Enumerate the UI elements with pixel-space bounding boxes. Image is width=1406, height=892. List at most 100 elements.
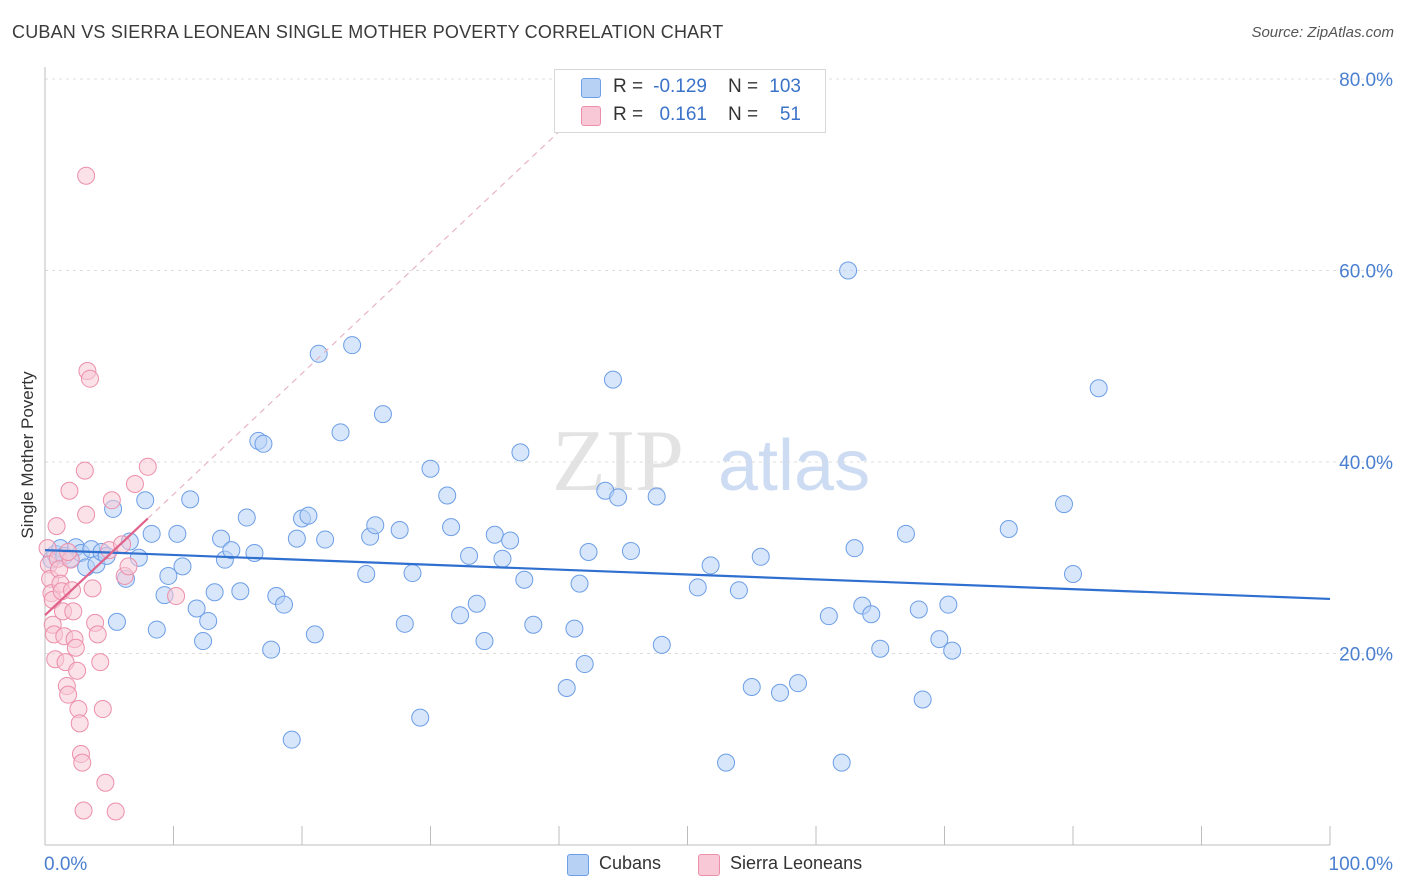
- cuban-point: [373, 405, 392, 424]
- cuban-point: [485, 525, 504, 544]
- sierra-point: [60, 481, 79, 500]
- legend-r-value: -0.129: [653, 76, 707, 97]
- sierra-point: [125, 475, 144, 494]
- sierra-point: [66, 638, 85, 657]
- cuban-point: [1055, 495, 1074, 514]
- cuban-point: [909, 600, 928, 619]
- cuban-point: [142, 524, 161, 543]
- sierra-trend-extension: [147, 131, 560, 519]
- cuban-point: [688, 578, 707, 597]
- legend-swatch-sierra: [698, 854, 720, 876]
- legend-swatch-sierra: [581, 106, 601, 126]
- cuban-point: [222, 541, 241, 560]
- sierra-point: [77, 166, 96, 185]
- cuban-point: [717, 753, 736, 772]
- cuban-point: [819, 607, 838, 626]
- cuban-point: [199, 611, 218, 630]
- cuban-point: [621, 542, 640, 561]
- cuban-point: [136, 491, 155, 510]
- cuban-point: [451, 606, 470, 625]
- axes: [44, 67, 1331, 846]
- sierra-point: [77, 505, 96, 524]
- legend-row-cubans: R = -0.129 N = 103: [555, 73, 825, 101]
- legend-n-value: 51: [779, 104, 801, 125]
- cuban-point: [913, 690, 932, 709]
- cuban-point: [845, 539, 864, 558]
- sierra-point: [167, 587, 186, 606]
- cuban-point: [316, 530, 335, 549]
- trend-lines: [44, 131, 1331, 617]
- cuban-point: [943, 641, 962, 660]
- cuban-point: [309, 344, 328, 363]
- legend-item-cubans[interactable]: Cubans: [567, 852, 687, 876]
- x-tick-label: 100.0%: [1329, 854, 1394, 875]
- cuban-point: [299, 506, 318, 525]
- cuban-point: [832, 753, 851, 772]
- cuban-point: [789, 674, 808, 693]
- sierra-point: [138, 457, 157, 476]
- sierra-point: [75, 461, 94, 480]
- y-tick-label: 80.0%: [1339, 70, 1393, 91]
- cuban-point: [331, 423, 350, 442]
- legend-n-label: N =: [728, 76, 759, 97]
- cuban-point: [652, 635, 671, 654]
- sierra-point: [83, 579, 102, 598]
- cuban-point: [1089, 379, 1108, 398]
- x-tick-label: 0.0%: [44, 854, 87, 875]
- legend-item-sierra-leoneans[interactable]: Sierra Leoneans: [698, 852, 888, 876]
- y-tick-label: 20.0%: [1339, 645, 1393, 666]
- tick-labels: 20.0% 40.0% 60.0% 80.0% 0.0% 100.0%: [44, 70, 1393, 875]
- sierra-point: [88, 625, 107, 644]
- y-tick-label: 40.0%: [1339, 453, 1393, 474]
- cuban-point: [107, 612, 126, 631]
- legend-r-label: R =: [613, 76, 644, 97]
- cuban-point: [999, 520, 1018, 539]
- cuban-point: [701, 556, 720, 575]
- sierra-point: [102, 491, 121, 510]
- cuban-point: [460, 546, 479, 565]
- sierra-trend-line: [44, 517, 149, 617]
- sierra-point: [64, 602, 83, 621]
- legend-r-label: R =: [613, 104, 644, 125]
- cuban-point: [557, 678, 576, 697]
- cuban-point: [390, 520, 409, 539]
- watermark-atlas: atlas: [718, 426, 870, 506]
- cuban-point: [159, 566, 178, 585]
- cuban-point: [357, 565, 376, 584]
- sierra-point: [106, 802, 125, 821]
- cuban-point: [442, 518, 461, 537]
- cuban-point: [411, 708, 430, 727]
- sierra-point: [119, 557, 138, 576]
- cuban-point: [194, 632, 213, 651]
- cuban-point: [254, 434, 273, 453]
- cuban-point: [421, 459, 440, 478]
- cuban-point: [575, 655, 594, 674]
- data-points: [38, 166, 1108, 821]
- cuban-point: [173, 557, 192, 576]
- cuban-point: [524, 615, 543, 634]
- cuban-point: [603, 370, 622, 389]
- cuban-point: [262, 640, 281, 659]
- cuban-point: [729, 581, 748, 600]
- sierra-point: [80, 369, 99, 388]
- chart-title: CUBAN VS SIERRA LEONEAN SINGLE MOTHER PO…: [12, 22, 724, 42]
- cuban-point: [305, 625, 324, 644]
- legend-label-sierra-leoneans: Sierra Leoneans: [730, 853, 863, 873]
- cuban-point: [282, 730, 301, 749]
- cuban-point: [366, 516, 385, 535]
- cuban-point: [438, 486, 457, 505]
- cuban-point: [287, 529, 306, 548]
- cuban-point: [565, 619, 584, 638]
- sierra-point: [74, 801, 93, 820]
- cuban-point: [1064, 565, 1082, 584]
- y-tick-label: 60.0%: [1339, 262, 1393, 283]
- cuban-trend-line: [44, 548, 1331, 601]
- cuban-point: [930, 630, 949, 649]
- sierra-point: [96, 773, 115, 792]
- cuban-point: [771, 683, 790, 702]
- cuban-point: [475, 632, 494, 651]
- sierra-point: [70, 714, 89, 733]
- cuban-point: [609, 488, 628, 507]
- cuban-point: [896, 524, 915, 543]
- cuban-point: [862, 605, 881, 624]
